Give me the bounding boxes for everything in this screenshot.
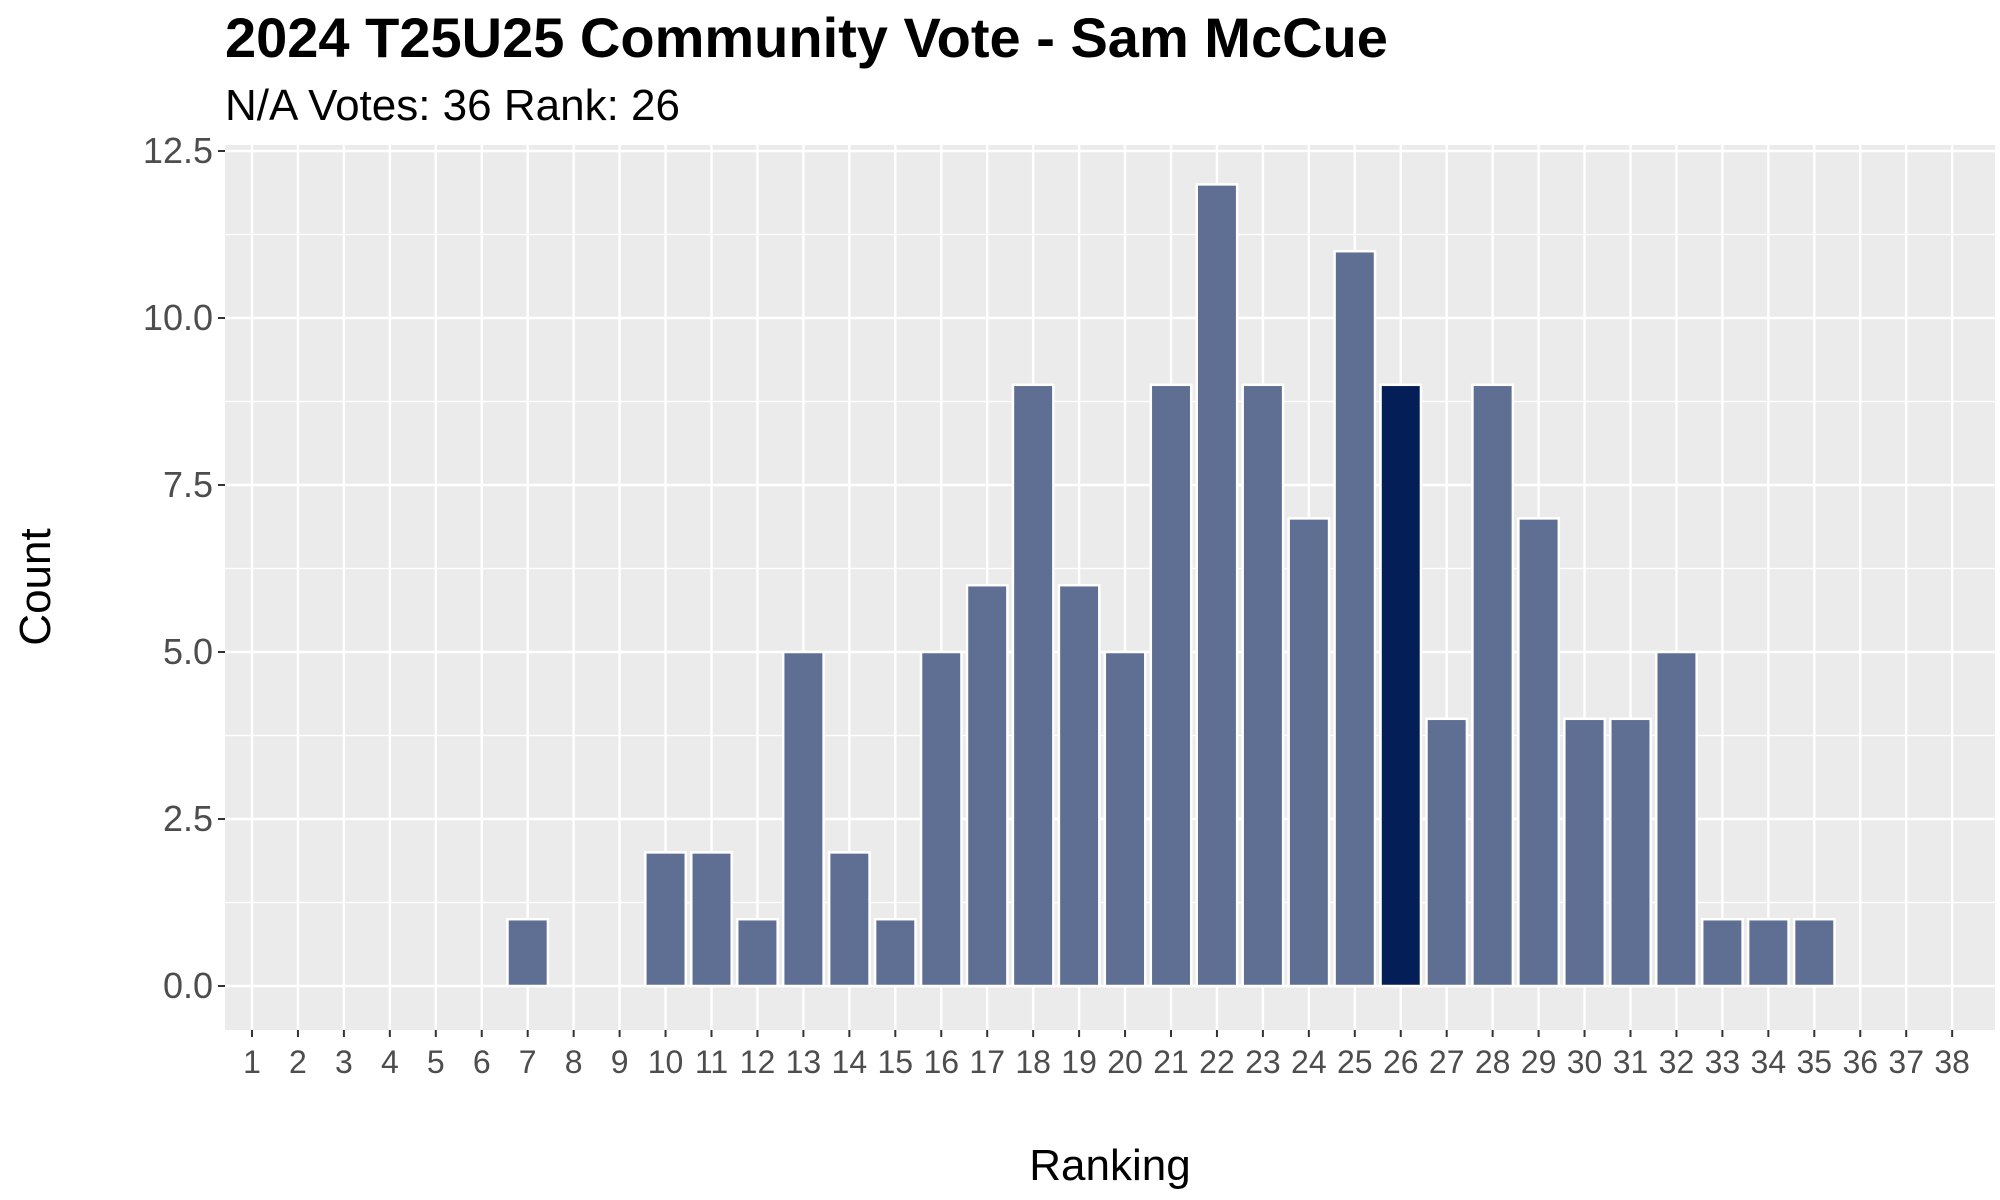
bar-35 (1792, 917, 1836, 988)
bar-14 (827, 851, 871, 988)
bar-15 (873, 917, 917, 988)
bar-21 (1149, 383, 1193, 988)
x-tick-label: 25 (1337, 1044, 1373, 1080)
x-tick-label: 1 (243, 1044, 261, 1080)
y-tick-label: 2.5 (163, 798, 213, 839)
bar-28 (1471, 383, 1515, 988)
x-tick-label: 11 (695, 1044, 728, 1080)
x-tick-label: 36 (1842, 1044, 1878, 1080)
bar-34 (1746, 917, 1790, 988)
x-tick-label: 16 (923, 1044, 959, 1080)
bar-26 (1379, 383, 1423, 988)
bar-17 (965, 583, 1009, 988)
x-tick-label: 35 (1797, 1044, 1833, 1080)
x-tick-label: 23 (1245, 1044, 1281, 1080)
x-tick-label: 24 (1291, 1044, 1327, 1080)
bar-16 (919, 650, 963, 988)
bar-29 (1517, 517, 1561, 988)
x-axis-title: Ranking (1029, 1141, 1190, 1190)
x-tick-label: 9 (611, 1044, 629, 1080)
x-tick-label: 27 (1429, 1044, 1465, 1080)
x-tick-label: 32 (1659, 1044, 1695, 1080)
x-tick-label: 5 (427, 1044, 445, 1080)
x-tick-label: 30 (1567, 1044, 1603, 1080)
bar-10 (644, 851, 688, 988)
y-tick-label: 0.0 (163, 965, 213, 1006)
bar-33 (1700, 917, 1744, 988)
bar-24 (1287, 517, 1331, 988)
x-tick-label: 37 (1888, 1044, 1924, 1080)
x-tick-label: 6 (473, 1044, 491, 1080)
x-tick-label: 2 (289, 1044, 307, 1080)
bar-30 (1563, 717, 1607, 988)
x-tick-label: 19 (1061, 1044, 1097, 1080)
x-tick-label: 4 (381, 1044, 399, 1080)
bar-19 (1057, 583, 1101, 988)
x-tick-label: 22 (1199, 1044, 1235, 1080)
chart-title: 2024 T25U25 Community Vote - Sam McCue (225, 6, 1388, 69)
x-axis: 1 2 3 4 5 6 7 8 9 10 11 12 13 14 15 16 17 18 19 20 21 22 23 24 2… (243, 1030, 1970, 1080)
bar-12 (735, 917, 779, 988)
x-tick-label: 10 (648, 1044, 684, 1080)
x-tick-label: 21 (1153, 1044, 1189, 1080)
bar-13 (781, 650, 825, 988)
x-tick-label: 8 (565, 1044, 583, 1080)
x-tick-label: 7 (519, 1044, 537, 1080)
x-tick-label: 29 (1521, 1044, 1557, 1080)
x-tick-label: 38 (1934, 1044, 1970, 1080)
x-tick-label: 12 (740, 1044, 776, 1080)
bar-18 (1011, 383, 1055, 988)
bar-25 (1333, 249, 1377, 988)
x-tick-label: 26 (1383, 1044, 1419, 1080)
bar-31 (1609, 717, 1652, 988)
x-tick-label: 28 (1475, 1044, 1511, 1080)
y-axis-title: Count (11, 528, 60, 645)
x-tick-label: 34 (1751, 1044, 1787, 1080)
chart-subtitle: N/A Votes: 36 Rank: 26 (225, 81, 680, 130)
x-tick-label: 15 (878, 1044, 914, 1080)
y-tick-label: 12.5 (143, 130, 213, 171)
y-tick-label: 7.5 (163, 464, 213, 505)
bar-32 (1654, 650, 1698, 988)
x-tick-label: 18 (1015, 1044, 1051, 1080)
x-tick-label: 3 (335, 1044, 353, 1080)
x-tick-label: 31 (1613, 1044, 1649, 1080)
bar-7 (506, 917, 550, 988)
x-tick-label: 17 (969, 1044, 1005, 1080)
x-tick-label: 33 (1705, 1044, 1741, 1080)
y-tick-label: 5.0 (163, 631, 213, 672)
bar-27 (1425, 717, 1469, 988)
x-tick-label: 13 (786, 1044, 822, 1080)
bar-20 (1103, 650, 1147, 988)
bars (506, 183, 1836, 988)
bar-23 (1241, 383, 1285, 988)
bar-22 (1195, 183, 1239, 988)
y-tick-label: 10.0 (143, 297, 213, 338)
x-tick-label: 20 (1107, 1044, 1143, 1080)
bar-11 (690, 851, 733, 988)
y-axis: 0.0 2.5 5.0 7.5 10.0 12.5 (143, 130, 225, 1006)
x-tick-label: 14 (832, 1044, 868, 1080)
